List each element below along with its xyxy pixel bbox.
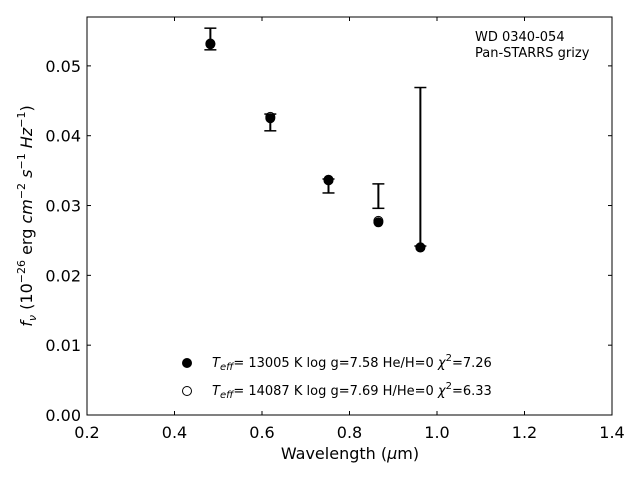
legend-marker-open	[182, 386, 192, 396]
x-axis-title: Wavelength (μm)	[281, 444, 419, 463]
annotation-survey: Pan-STARRS grizy	[475, 46, 590, 61]
y-tick-label: 0.04	[45, 127, 81, 146]
data-point-h	[205, 38, 216, 49]
x-tick-label: 0.6	[249, 423, 274, 442]
model-points	[205, 38, 426, 253]
x-tick-label: 1.2	[512, 423, 537, 442]
data-point-h	[265, 111, 276, 122]
x-tick-label: 0.2	[74, 423, 99, 442]
x-tick-label: 0.4	[162, 423, 187, 442]
y-axis-title: fν (10−26 erg cm−2 s−1 Hz−1)	[15, 105, 39, 326]
x-tick-label: 0.8	[337, 423, 362, 442]
data-point-h	[323, 174, 334, 185]
y-tick-label: 0.00	[45, 406, 81, 425]
y-axis: 0.00 0.01 0.02 0.03 0.04 0.05	[45, 57, 612, 425]
legend: Teff= 13005 K log g=7.58 He/H=0 χ2=7.26 …	[182, 353, 492, 401]
x-tick-label: 1.4	[599, 423, 624, 442]
legend-marker-filled	[182, 358, 192, 368]
legend-label-he: Teff= 13005 K log g=7.58 He/H=0 χ2=7.26	[212, 353, 492, 373]
annotation-object: WD 0340-054	[475, 30, 565, 45]
x-axis: 0.2 0.4 0.6 0.8 1.0 1.2 1.4	[74, 17, 625, 442]
y-tick-label: 0.01	[45, 336, 81, 355]
y-tick-label: 0.05	[45, 57, 81, 76]
legend-label-h: Teff= 14087 K log g=7.69 H/He=0 χ2=6.33	[212, 381, 492, 401]
y-tick-label: 0.03	[45, 197, 81, 216]
data-point-h	[373, 215, 384, 226]
x-tick-label: 1.0	[424, 423, 449, 442]
y-tick-label: 0.02	[45, 266, 81, 285]
observed-errorbars	[204, 27, 427, 247]
data-point-h	[415, 242, 426, 253]
